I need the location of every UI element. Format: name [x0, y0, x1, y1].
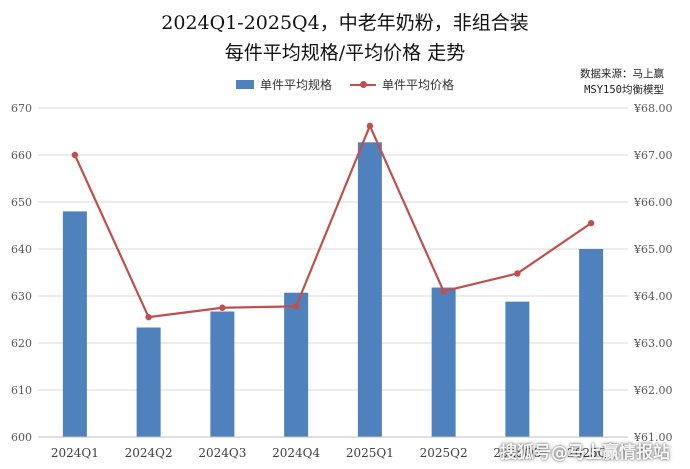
- y-left-tick-label: 670: [11, 102, 32, 115]
- y-left-tick-label: 650: [11, 196, 32, 209]
- legend-label-bar: 单件平均规格: [259, 78, 332, 92]
- y-right-tick-label: ¥62.00: [633, 384, 673, 397]
- bar: [284, 292, 309, 437]
- y-right-tick-label: ¥64.00: [633, 290, 673, 303]
- y-right-tick-label: ¥63.00: [633, 337, 673, 350]
- bar: [62, 211, 87, 437]
- price-point: [366, 122, 374, 130]
- bar: [579, 249, 604, 437]
- watermark: 搜狐号@马上赢情报站: [500, 443, 670, 463]
- x-tick-label: 2024Q3: [198, 446, 246, 460]
- price-line: [73, 124, 592, 319]
- source-note-line2: MSY150均衡模型: [584, 84, 664, 96]
- y-left-tick-label: 610: [11, 384, 32, 397]
- legend-item-bar[interactable]: 单件平均规格: [235, 76, 332, 93]
- x-tick-label: 2025Q2: [420, 446, 468, 460]
- bar: [431, 287, 456, 437]
- price-point: [71, 151, 79, 159]
- x-tick-label: 2025Q1: [346, 446, 394, 460]
- legend: 单件平均规格 单件平均价格: [0, 76, 690, 93]
- price-point: [219, 304, 226, 311]
- y-left-tick-label: 640: [11, 243, 32, 256]
- x-tick-label: 2024Q1: [51, 446, 99, 460]
- y-right-tick-label: ¥66.00: [633, 196, 673, 209]
- bar: [505, 301, 530, 437]
- price-point: [514, 270, 521, 277]
- bar: [357, 142, 382, 437]
- x-tick-label: 2025Q4: [567, 446, 615, 460]
- y-right-tick-label: ¥61.00: [633, 431, 673, 444]
- price-point: [587, 219, 595, 227]
- y-left-tick-label: 630: [11, 290, 32, 303]
- x-tick-label: 2024Q2: [125, 446, 173, 460]
- bar: [136, 327, 161, 437]
- y-right-tick-label: ¥68.00: [633, 102, 673, 115]
- y-left-tick-label: 620: [11, 337, 32, 350]
- chart-subtitle: 每件平均规格/平均价格 走势: [224, 42, 466, 64]
- x-tick-label: 2025Q3: [493, 446, 541, 460]
- y-left-tick-label: 660: [11, 149, 32, 162]
- y-right-tick-label: ¥67.00: [633, 149, 673, 162]
- legend-swatch-line: [350, 80, 376, 90]
- source-note-line1: 数据来源：马上赢: [580, 68, 664, 80]
- bar: [210, 311, 235, 437]
- y-right-tick-label: ¥65.00: [633, 243, 673, 256]
- legend-swatch-bar: [235, 80, 254, 89]
- price-point: [440, 288, 447, 295]
- legend-item-line[interactable]: 单件平均价格: [350, 76, 454, 93]
- legend-label-line: 单件平均价格: [382, 78, 455, 92]
- x-tick-label: 2024Q4: [272, 446, 320, 460]
- chart-title: 2024Q1-2025Q4，中老年奶粉，非组合装: [161, 12, 529, 34]
- price-point: [145, 313, 152, 321]
- price-point: [292, 303, 300, 310]
- y-left-tick-label: 600: [11, 431, 32, 444]
